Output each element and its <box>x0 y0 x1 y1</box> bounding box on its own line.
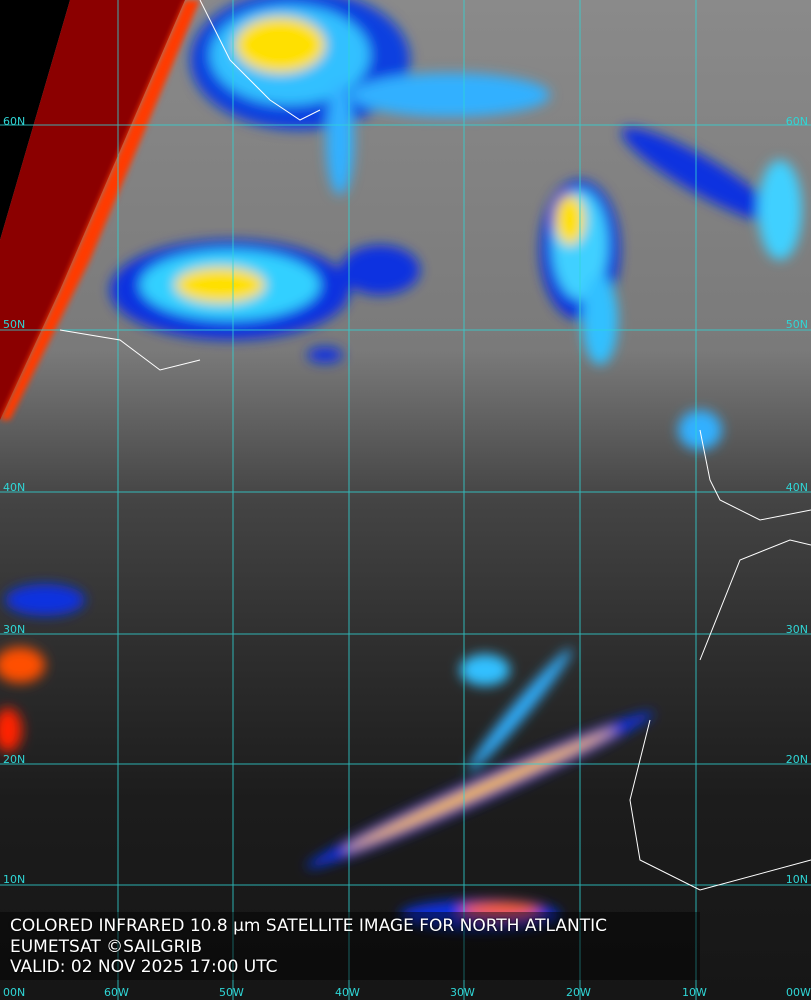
lon-label: 20W <box>566 986 591 999</box>
lat-label-right: 30N <box>785 623 808 636</box>
cloud-newfoundland <box>110 240 420 363</box>
caption-backdrop <box>0 912 700 980</box>
lat-label-right: 50N <box>785 318 808 331</box>
lat-label: 30N <box>3 623 26 636</box>
lat-label: 40N <box>3 481 26 494</box>
lat-label: 10N <box>3 873 26 886</box>
cloud-subtropical <box>0 584 654 930</box>
lat-label-right: 20N <box>785 753 808 766</box>
lon-label: 50W <box>219 986 244 999</box>
lat-label: 00N <box>3 986 26 999</box>
limb-edge <box>0 0 200 420</box>
lon-label: 00W <box>786 986 811 999</box>
cloud-mid-atlantic <box>540 127 802 450</box>
cloud-greenland <box>190 0 550 195</box>
lat-label: 60N <box>3 115 26 128</box>
lon-label: 10W <box>682 986 707 999</box>
lon-label: 60W <box>104 986 129 999</box>
lat-label-right: 60N <box>785 115 808 128</box>
lat-label: 20N <box>3 753 26 766</box>
caption-valid-time: VALID: 02 NOV 2025 17:00 UTC <box>10 957 278 977</box>
caption-title: COLORED INFRARED 10.8 µm SATELLITE IMAGE… <box>10 916 608 936</box>
lat-label-right: 40N <box>785 481 808 494</box>
lat-label-right: 10N <box>785 873 808 886</box>
limb-band <box>0 0 185 420</box>
lon-label: 30W <box>450 986 475 999</box>
coastlines <box>59 0 811 891</box>
caption-credit: EUMETSAT ©SAILGRIB <box>10 937 203 957</box>
lon-label: 40W <box>335 986 360 999</box>
lat-label: 50N <box>3 318 26 331</box>
